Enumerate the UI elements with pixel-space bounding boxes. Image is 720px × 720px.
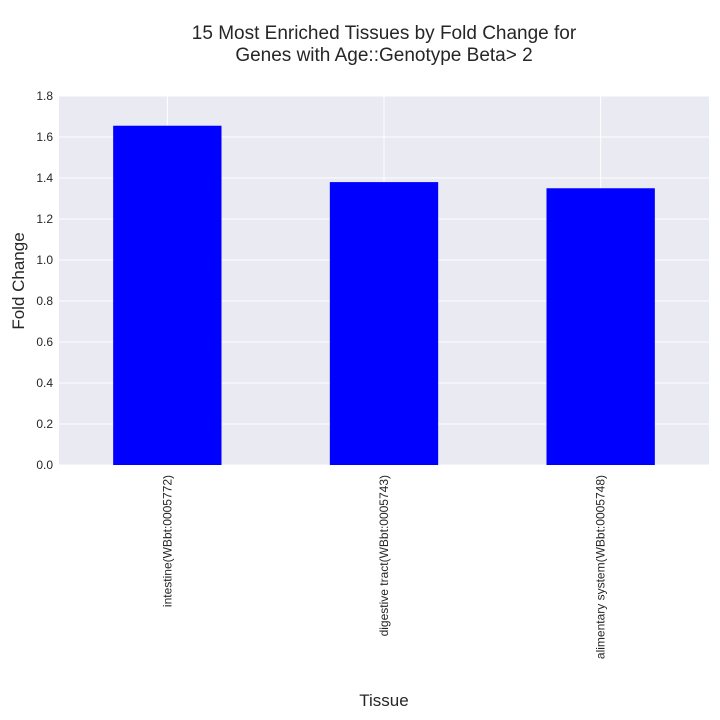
y-tick-label: 1.2 — [36, 212, 53, 226]
bar-3 — [546, 188, 655, 465]
y-tick-label: 0.8 — [36, 294, 53, 308]
y-tick-labels: 0.0 0.2 0.4 0.6 0.8 1.0 1.2 1.4 1.6 1.8 — [36, 89, 53, 472]
y-tick-label: 1.4 — [36, 171, 53, 185]
y-axis-label: Fold Change — [9, 232, 28, 329]
y-tick-label: 0.0 — [36, 458, 53, 472]
chart-title: 15 Most Enriched Tissues by Fold Change … — [192, 23, 577, 66]
x-tick-label: digestive tract(WBbt:0005743) — [377, 475, 391, 636]
x-axis-label: Tissue — [359, 691, 408, 710]
y-tick-label: 1.6 — [36, 130, 53, 144]
chart-title-line-2: Genes with Age::Genotype Beta> 2 — [235, 45, 532, 66]
y-tick-label: 0.2 — [36, 417, 53, 431]
y-tick-label: 0.4 — [36, 376, 53, 390]
x-tick-label: alimentary system(WBbt:0005748) — [594, 475, 608, 659]
bar-2 — [329, 182, 439, 465]
y-tick-label: 1.0 — [36, 253, 53, 267]
x-tick-labels: intestine(WBbt:0005772) digestive tract(W… — [160, 475, 607, 659]
bar-1 — [113, 125, 222, 465]
y-tick-label: 0.6 — [36, 335, 53, 349]
chart-title-line-1: 15 Most Enriched Tissues by Fold Change … — [192, 23, 577, 44]
y-tick-label: 1.8 — [36, 89, 53, 103]
bars — [113, 125, 655, 465]
x-tick-label: intestine(WBbt:0005772) — [160, 475, 174, 607]
